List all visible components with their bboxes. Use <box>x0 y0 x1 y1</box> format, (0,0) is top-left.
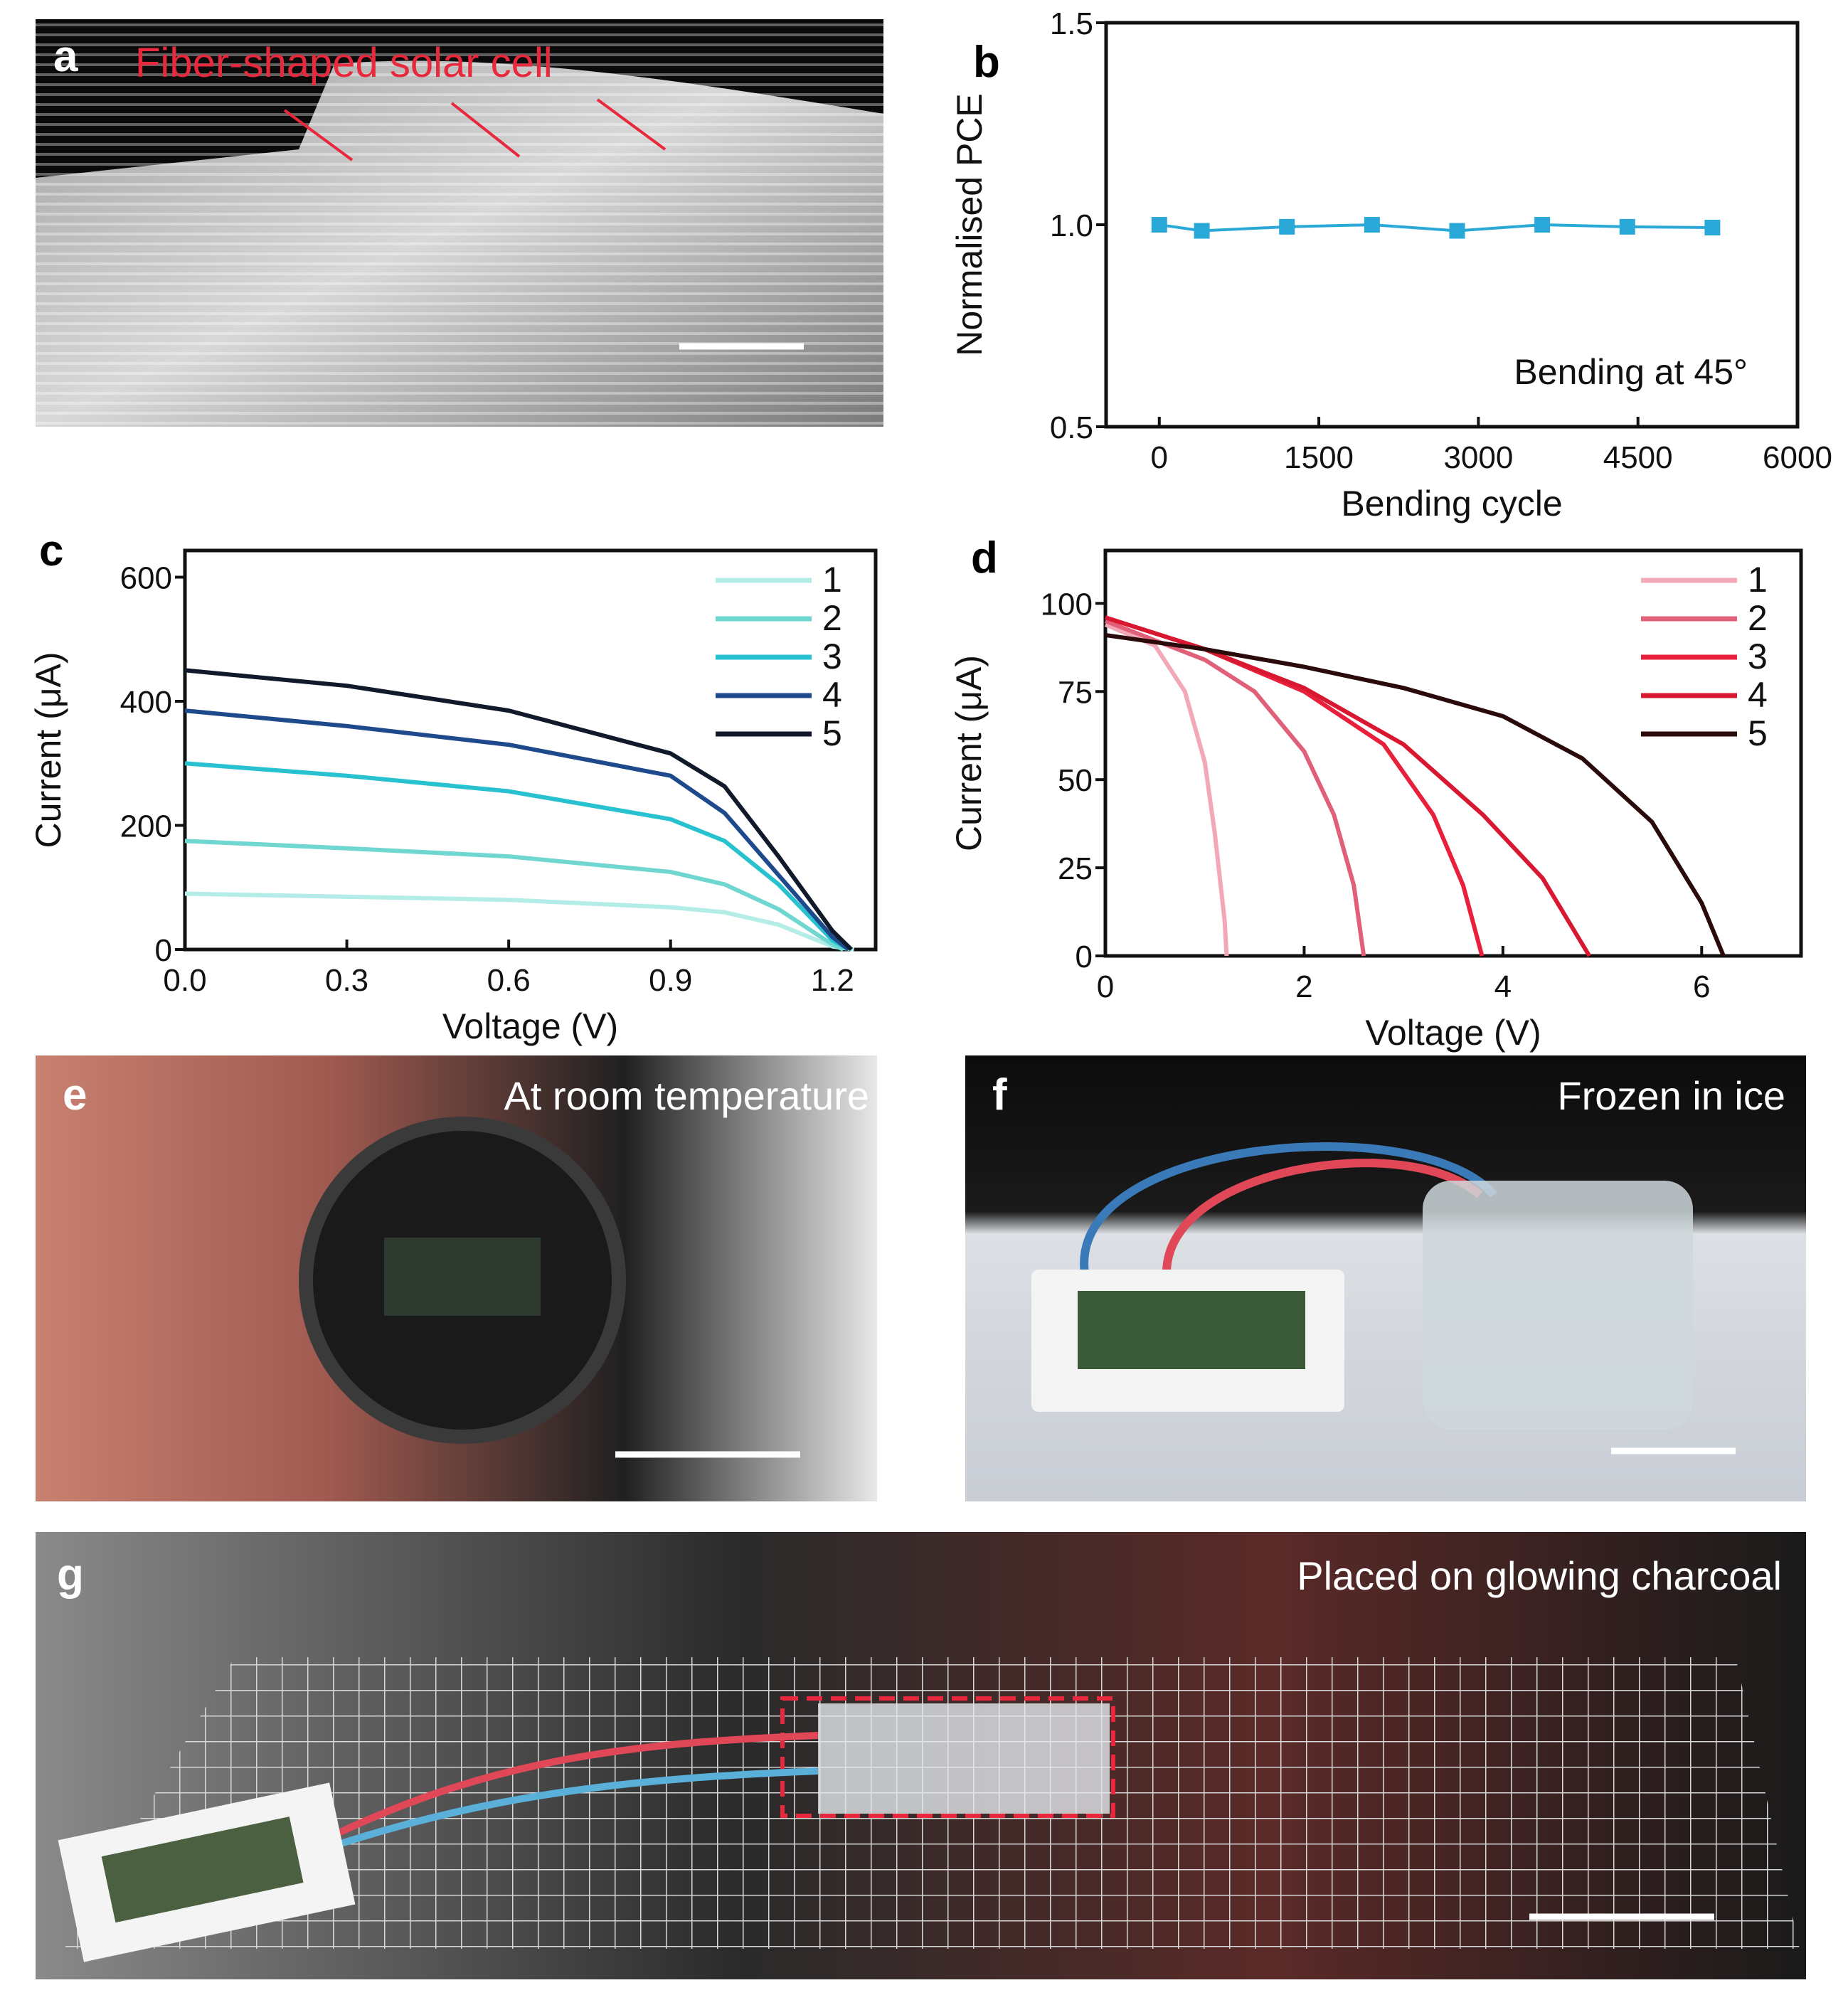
plot-frame <box>1103 548 1803 958</box>
caption-g: Placed on glowing charcoal <box>1297 1553 1782 1598</box>
y-tick-label: 0.5 <box>1050 410 1093 445</box>
panel-label-e: e <box>63 1070 87 1119</box>
series-line-2 <box>1104 619 1366 957</box>
series-line-PCE <box>1159 223 1713 233</box>
x-axis-label: Voltage (V) <box>442 1006 618 1046</box>
y-axis-label: Current (μA) <box>949 655 989 851</box>
legend-label-4: 4 <box>822 675 842 715</box>
annotation: Bending at 45° <box>1514 352 1748 392</box>
panel-f-photo: f Frozen in ice <box>965 1055 1806 1501</box>
caption-e: At room temperature <box>504 1073 869 1118</box>
x-tick-label: 0.0 <box>163 963 206 998</box>
x-tick-label: 4500 <box>1603 440 1673 475</box>
series-line-2 <box>184 839 844 952</box>
arrow-icons <box>283 98 667 161</box>
highlight-box <box>780 1696 1115 1818</box>
panel-label-c: c <box>39 526 63 575</box>
y-tick-label: 400 <box>120 685 172 720</box>
plot-frame <box>183 548 878 952</box>
y-tick-label: 100 <box>1041 587 1093 622</box>
y-tick-label: 1.0 <box>1050 208 1093 243</box>
x-tick-label: 1.2 <box>811 963 854 998</box>
y-tick-label: 200 <box>120 809 172 844</box>
series-line-3 <box>1105 615 1485 957</box>
chart-c: 0.0 0.3 0.6 0.9 1.2 0 200 400 600 Voltage (V) Curr… <box>28 548 878 1046</box>
caption-a: Fiber-shaped solar cell <box>135 40 553 86</box>
series-line-3 <box>184 761 850 952</box>
x-tick-label: 0.3 <box>325 963 368 998</box>
data-point-marker <box>1619 218 1635 235</box>
y-tick-label: 0 <box>1076 940 1093 974</box>
series-line-4 <box>1105 615 1591 957</box>
legend-label-4: 4 <box>1748 675 1768 715</box>
y-axis-label: Normalised PCE <box>950 93 989 356</box>
panel-a-photo: a Fiber-shaped solar cell <box>36 19 883 427</box>
y-tick-label: 600 <box>120 561 172 596</box>
x-axis-label: Bending cycle <box>1341 484 1562 523</box>
x-tick-label: 0.6 <box>487 963 531 998</box>
chart-b: 0 1500 3000 4500 6000 0.5 1.0 1.5 Bending cycle N… <box>950 6 1832 523</box>
x-tick-label: 4 <box>1494 969 1512 1004</box>
data-point-marker <box>1704 219 1721 235</box>
y-axis-label: Current (μA) <box>28 651 68 848</box>
panel-label-g: g <box>57 1550 84 1600</box>
x-tick-label: 3000 <box>1443 440 1513 475</box>
x-tick-label: 0 <box>1151 440 1168 475</box>
data-point-marker <box>1279 218 1295 235</box>
panel-g-photo: g Placed on glowing charcoal <box>36 1532 1806 1979</box>
series-line-4 <box>184 708 850 952</box>
data-point-marker <box>1364 217 1380 233</box>
x-tick-label: 0.9 <box>649 963 692 998</box>
data-point-marker <box>1151 217 1167 233</box>
y-tick-label: 1.5 <box>1050 6 1093 41</box>
x-axis-label: Voltage (V) <box>1365 1013 1541 1053</box>
data-point-marker <box>1449 223 1465 239</box>
y-tick-label: 50 <box>1058 763 1093 798</box>
series-line-1 <box>1104 622 1229 957</box>
x-tick-label: 6000 <box>1763 440 1832 475</box>
panel-label-d: d <box>971 533 998 583</box>
legend-label-5: 5 <box>1748 713 1768 753</box>
data-point-marker <box>1194 223 1210 239</box>
y-tick-label: 75 <box>1058 675 1093 710</box>
legend-label-1: 1 <box>822 560 842 600</box>
x-tick-label: 2 <box>1295 969 1312 1004</box>
panel-label-f: f <box>992 1070 1007 1119</box>
y-tick-label: 0 <box>155 933 172 968</box>
x-tick-label: 6 <box>1693 969 1710 1004</box>
panel-label-b: b <box>973 38 1000 87</box>
caption-f: Frozen in ice <box>1557 1073 1785 1118</box>
legend-label-2: 2 <box>822 598 842 638</box>
data-point-marker <box>1534 217 1551 233</box>
series-line-5 <box>184 668 853 952</box>
legend-label-1: 1 <box>1748 560 1768 600</box>
panel-e-photo: e At room temperature <box>36 1055 877 1501</box>
x-tick-label: 0 <box>1097 969 1114 1004</box>
legend-label-2: 2 <box>1748 598 1768 638</box>
legend-label-5: 5 <box>822 713 842 753</box>
legend-label-3: 3 <box>822 637 842 676</box>
series-line-5 <box>1105 632 1726 957</box>
series-line-1 <box>184 891 855 952</box>
legend-label-3: 3 <box>1748 637 1768 676</box>
y-tick-label: 25 <box>1058 851 1093 886</box>
x-tick-label: 1500 <box>1284 440 1354 475</box>
panel-label-a: a <box>53 32 78 81</box>
